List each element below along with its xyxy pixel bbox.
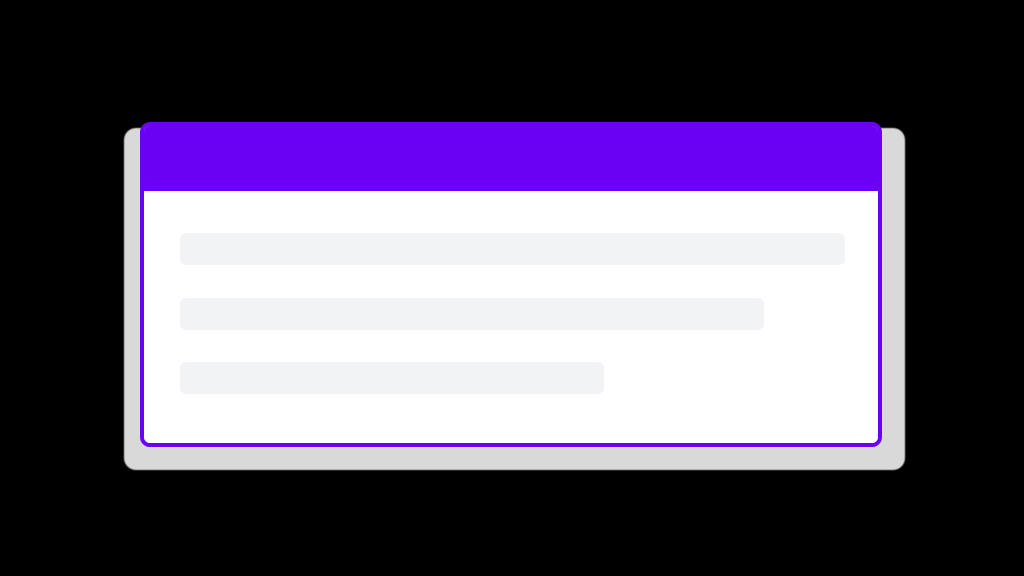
skeleton-line <box>180 298 764 330</box>
loading-placeholder-card[interactable] <box>140 122 882 447</box>
card-header-title <box>144 126 878 191</box>
card-header-band <box>144 126 878 191</box>
skeleton-line <box>180 233 845 265</box>
skeleton-line <box>180 362 604 394</box>
card-body <box>144 191 878 443</box>
